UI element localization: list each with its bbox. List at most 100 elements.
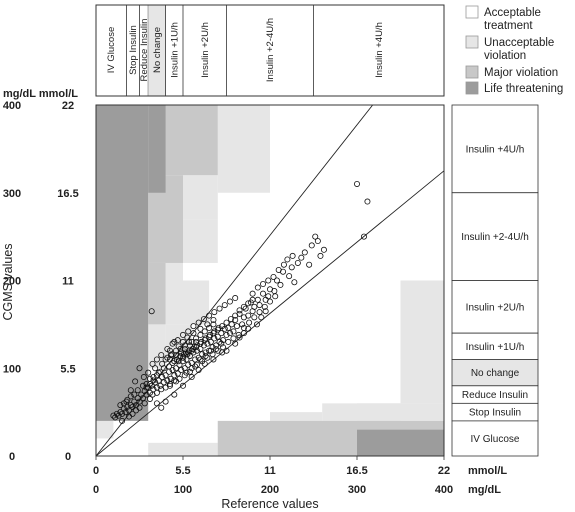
x-tick-label-mgdl: 200 [261,484,279,496]
x-axis-label: Reference values [221,497,318,511]
data-point [202,335,209,342]
data-point [225,324,232,331]
legend-label: Life threatening [484,83,563,95]
right-category-label: Insulin +4U/h [466,144,525,155]
right-category-label: Stop Insulin [469,408,521,419]
data-point [146,395,153,402]
zone-life [96,105,149,421]
data-point [265,277,272,284]
data-point [113,410,120,417]
data-point [353,180,360,187]
data-point [159,374,166,381]
data-point [171,377,178,384]
data-point [197,325,204,332]
data-point [202,349,209,356]
data-point [240,324,247,331]
data-point [153,372,160,379]
data-point [197,331,204,338]
data-point [171,338,178,345]
data-point [150,377,157,384]
y-axis-label: CGMS values [1,243,15,320]
data-point [216,305,223,312]
data-point [223,347,230,354]
data-point [195,319,202,326]
right-category-label: IV Glucose [471,434,520,445]
data-point [174,370,181,377]
right-category-cell [451,332,539,360]
data-point [131,398,138,405]
data-point [186,338,193,345]
data-point [189,345,196,352]
data-point [261,303,268,310]
zone-unacceptable [357,403,401,421]
data-point [136,404,143,411]
data-point [206,331,213,338]
data-point [240,303,247,310]
data-point [233,323,240,330]
top-band-border [95,4,445,97]
data-point [146,381,153,388]
data-point [119,417,126,424]
data-point [214,333,221,340]
data-point [188,374,195,381]
data-point [312,233,319,240]
right-category-band: Insulin +4U/h Insulin +2-4U/h Insulin +2U/… [451,104,539,457]
reference-line-2 [95,170,445,457]
top-category-label: Stop Insulin [128,25,139,75]
data-point [127,393,134,400]
data-point [245,300,252,307]
zone-unacceptable [183,175,218,220]
data-point [213,345,220,352]
y-tick-label-mmol: 0 [65,451,71,463]
data-point [179,338,186,345]
data-point [236,307,243,314]
data-point [199,351,206,358]
data-point [176,354,183,361]
data-point [171,358,178,365]
data-point [124,396,131,403]
data-point [185,361,192,368]
data-point [158,404,165,411]
data-point [132,378,139,385]
data-point [209,351,216,358]
data-point [112,414,119,421]
legend-label: treatment [484,20,533,32]
data-point [188,338,195,345]
data-point [141,388,148,395]
data-point [190,330,197,337]
data-point [181,372,188,379]
x-tick-label-mmol: 16.5 [346,465,367,477]
y-tick-label-mgdl: 0 [9,451,15,463]
data-point [236,334,243,341]
data-point [148,308,155,315]
data-point [201,328,208,335]
y-tick-label-mmol: 11 [62,276,74,288]
x-tick-label-mmol: 0 [93,465,99,477]
data-point [204,321,211,328]
data-point [160,379,167,386]
data-point [266,286,273,293]
data-point [220,337,227,344]
data-point [220,344,227,351]
data-point [131,391,138,398]
right-category-label: No change [471,368,520,379]
y-tick-label-mgdl: 400 [3,100,21,112]
data-point [182,349,189,356]
data-point [162,356,169,363]
top-category-label: Insulin +2-4U/h [265,18,276,82]
data-point [153,400,160,407]
x-tick-label-mgdl: 300 [348,484,366,496]
data-point [110,412,117,419]
data-point [199,358,206,365]
right-category-cell [451,192,539,281]
data-point [129,410,136,417]
data-point [176,361,183,368]
data-point [294,259,301,266]
data-point [314,238,321,245]
x-tick-label-mgdl: 0 [93,484,99,496]
data-point [160,365,167,372]
data-point [273,277,280,284]
top-category-label: Insulin +1U/h [169,22,180,78]
data-point [158,352,165,359]
legend-swatch [465,5,479,19]
